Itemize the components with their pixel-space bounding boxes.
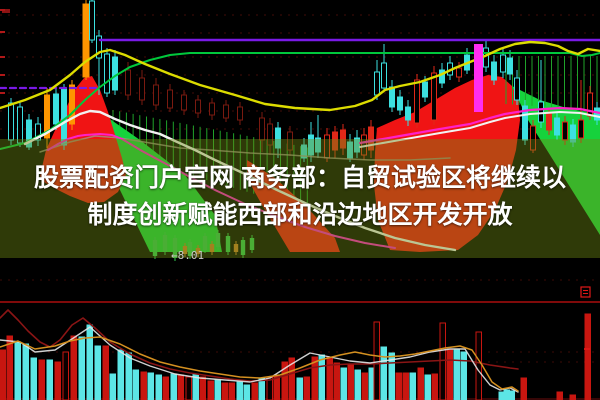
overlay-region-mini-candles: [152, 230, 255, 261]
volume-bars: [0, 313, 591, 400]
volume-ma-lines: [0, 309, 519, 393]
headline-line2: 制度创新赋能西部和沿边地区开发开放: [87, 201, 513, 229]
price-marker-label: ←8.01: [171, 249, 205, 262]
highlighted-candle-bar: [474, 44, 483, 112]
main-chart-gridlines: [0, 9, 600, 130]
headline-line1: 股票配资门户官网 商务部：自贸试验区将继续以: [34, 164, 566, 192]
candlestick-series: [8, 0, 600, 162]
red-seal-icon: [580, 286, 591, 350]
headline-overlay-band: [0, 139, 600, 258]
main-chart-ma-lines: [0, 38, 600, 252]
